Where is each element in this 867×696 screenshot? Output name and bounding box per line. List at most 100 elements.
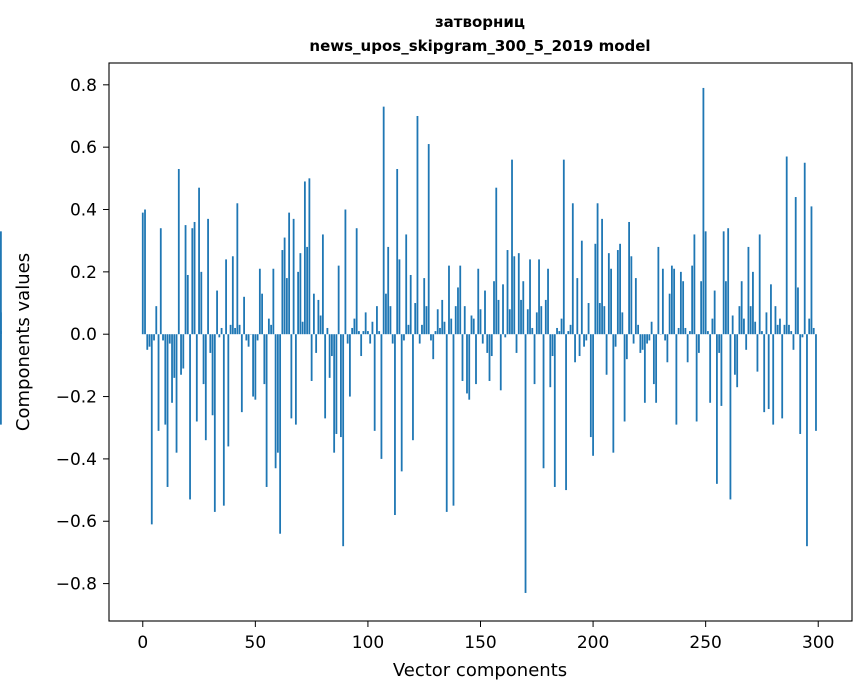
bar (623, 334, 626, 422)
bar (146, 334, 149, 350)
bar (157, 334, 160, 431)
bar (335, 334, 338, 434)
bar (722, 231, 725, 335)
bar (673, 268, 676, 335)
bar (761, 331, 763, 335)
bar (515, 334, 518, 353)
bar (182, 334, 185, 369)
bar (315, 334, 318, 353)
bar (529, 259, 531, 335)
bar (666, 334, 669, 363)
bar (752, 271, 754, 335)
bar (468, 334, 471, 400)
bar (385, 293, 387, 335)
bar (470, 315, 473, 335)
bar (0, 334, 2, 350)
bar (283, 237, 286, 335)
bar (565, 334, 567, 491)
bar (184, 225, 187, 335)
bar (358, 331, 360, 335)
bar (236, 203, 239, 335)
bar (254, 334, 257, 400)
bar (0, 231, 2, 335)
bar (612, 334, 615, 453)
x-tick-label: 100 (352, 633, 384, 653)
bar (407, 324, 410, 335)
bar (454, 306, 457, 335)
bar (650, 321, 653, 335)
bar (396, 168, 399, 335)
bar (376, 306, 378, 335)
bar (308, 178, 311, 335)
bar (504, 334, 507, 338)
bar (797, 287, 799, 335)
bar (288, 212, 291, 335)
bar (297, 271, 300, 335)
bar (772, 334, 775, 425)
bar (499, 334, 502, 391)
bar (806, 334, 808, 547)
bar (648, 334, 651, 341)
chart-subtitle: news_upos_skipgram_300_5_2019 model (309, 37, 650, 55)
bar (159, 228, 162, 335)
bar (198, 187, 200, 335)
bar (736, 334, 739, 388)
bar (481, 334, 484, 344)
bar (306, 246, 309, 335)
bar (459, 265, 462, 335)
bar (740, 281, 743, 335)
bar (405, 234, 408, 335)
bar (698, 334, 700, 353)
bar (562, 159, 565, 335)
bar (382, 106, 385, 335)
y-tick-label: 0.0 (70, 325, 97, 345)
bar (630, 256, 633, 335)
bar (727, 228, 730, 335)
bar (186, 274, 189, 335)
bar (387, 246, 390, 335)
bar (716, 334, 718, 484)
bar (605, 334, 608, 375)
bar (517, 253, 520, 335)
bar (398, 259, 401, 335)
bar (484, 290, 486, 335)
bar (324, 334, 327, 419)
bar (211, 334, 214, 416)
bar (299, 253, 302, 335)
bar (349, 334, 351, 397)
bar (445, 334, 448, 512)
bar (495, 187, 498, 335)
bar (520, 299, 522, 335)
y-tick-label: 0.6 (70, 138, 97, 158)
bar (810, 206, 813, 335)
bar (353, 318, 356, 335)
bar (222, 334, 225, 506)
bar (637, 324, 640, 335)
bar (195, 334, 198, 422)
bar (513, 256, 516, 335)
bar (213, 334, 216, 512)
bar (560, 318, 563, 335)
bar (601, 218, 603, 335)
bar (346, 334, 349, 344)
bar (511, 159, 513, 335)
bar (265, 334, 268, 487)
bar (173, 334, 176, 378)
bar (263, 334, 266, 385)
bar (542, 334, 545, 469)
bar (729, 334, 732, 500)
bar (646, 334, 649, 344)
bar (731, 315, 734, 335)
x-tick-label: 300 (802, 633, 834, 653)
bar (502, 284, 504, 335)
bar (461, 334, 464, 381)
y-tick-label: 0.2 (70, 263, 97, 283)
bar (657, 246, 660, 335)
bar (162, 334, 164, 341)
x-tick-label: 250 (689, 633, 721, 653)
bar (803, 162, 806, 335)
bar (540, 306, 543, 335)
bar (709, 334, 712, 403)
bar (763, 334, 766, 413)
bar (225, 259, 227, 335)
